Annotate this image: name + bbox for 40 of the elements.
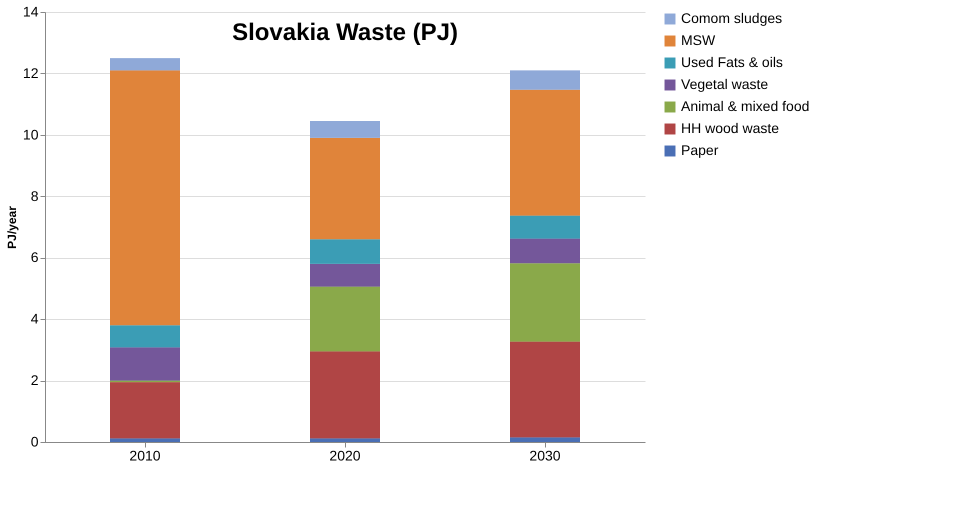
y-tick-label: 14 — [22, 4, 39, 20]
bar — [110, 438, 180, 442]
y-tick-label: 2 — [30, 372, 39, 388]
bar — [310, 121, 380, 138]
bar — [510, 90, 580, 216]
legend-label: HH wood waste — [681, 120, 780, 136]
x-tick-label: 2020 — [329, 448, 361, 464]
legend-label: Animal & mixed food — [681, 98, 810, 114]
bar — [310, 264, 380, 287]
x-tick-label: 2030 — [529, 448, 561, 464]
legend-label: Paper — [681, 142, 719, 158]
bar — [110, 325, 180, 348]
y-tick-label: 0 — [30, 434, 39, 450]
bar — [310, 138, 380, 240]
bar — [510, 342, 580, 438]
bar — [510, 216, 580, 239]
y-tick-label: 12 — [22, 64, 39, 81]
legend-label: Comom sludges — [681, 10, 782, 26]
bar — [310, 438, 380, 442]
bar — [510, 70, 580, 90]
y-tick-label: 10 — [22, 126, 39, 142]
bar — [110, 382, 180, 438]
legend-label: MSW — [681, 32, 716, 48]
bar — [110, 347, 180, 381]
bar — [310, 286, 380, 352]
y-axis-title: PJ/year — [4, 206, 19, 249]
bar — [510, 238, 580, 264]
x-tick-label: 2010 — [129, 448, 161, 464]
bar — [310, 239, 380, 264]
y-tick-label: 4 — [30, 310, 39, 327]
bar — [110, 70, 180, 326]
y-tick-label: 6 — [30, 249, 39, 266]
legend-label: Vegetal waste — [681, 76, 768, 92]
y-tick-label: 8 — [30, 188, 39, 204]
legend-label: Used Fats & oils — [681, 54, 783, 70]
bar — [310, 351, 380, 438]
chart-title: Slovakia Waste (PJ) — [232, 19, 458, 46]
bar — [110, 58, 180, 70]
bar — [510, 263, 580, 342]
bar — [510, 437, 580, 442]
